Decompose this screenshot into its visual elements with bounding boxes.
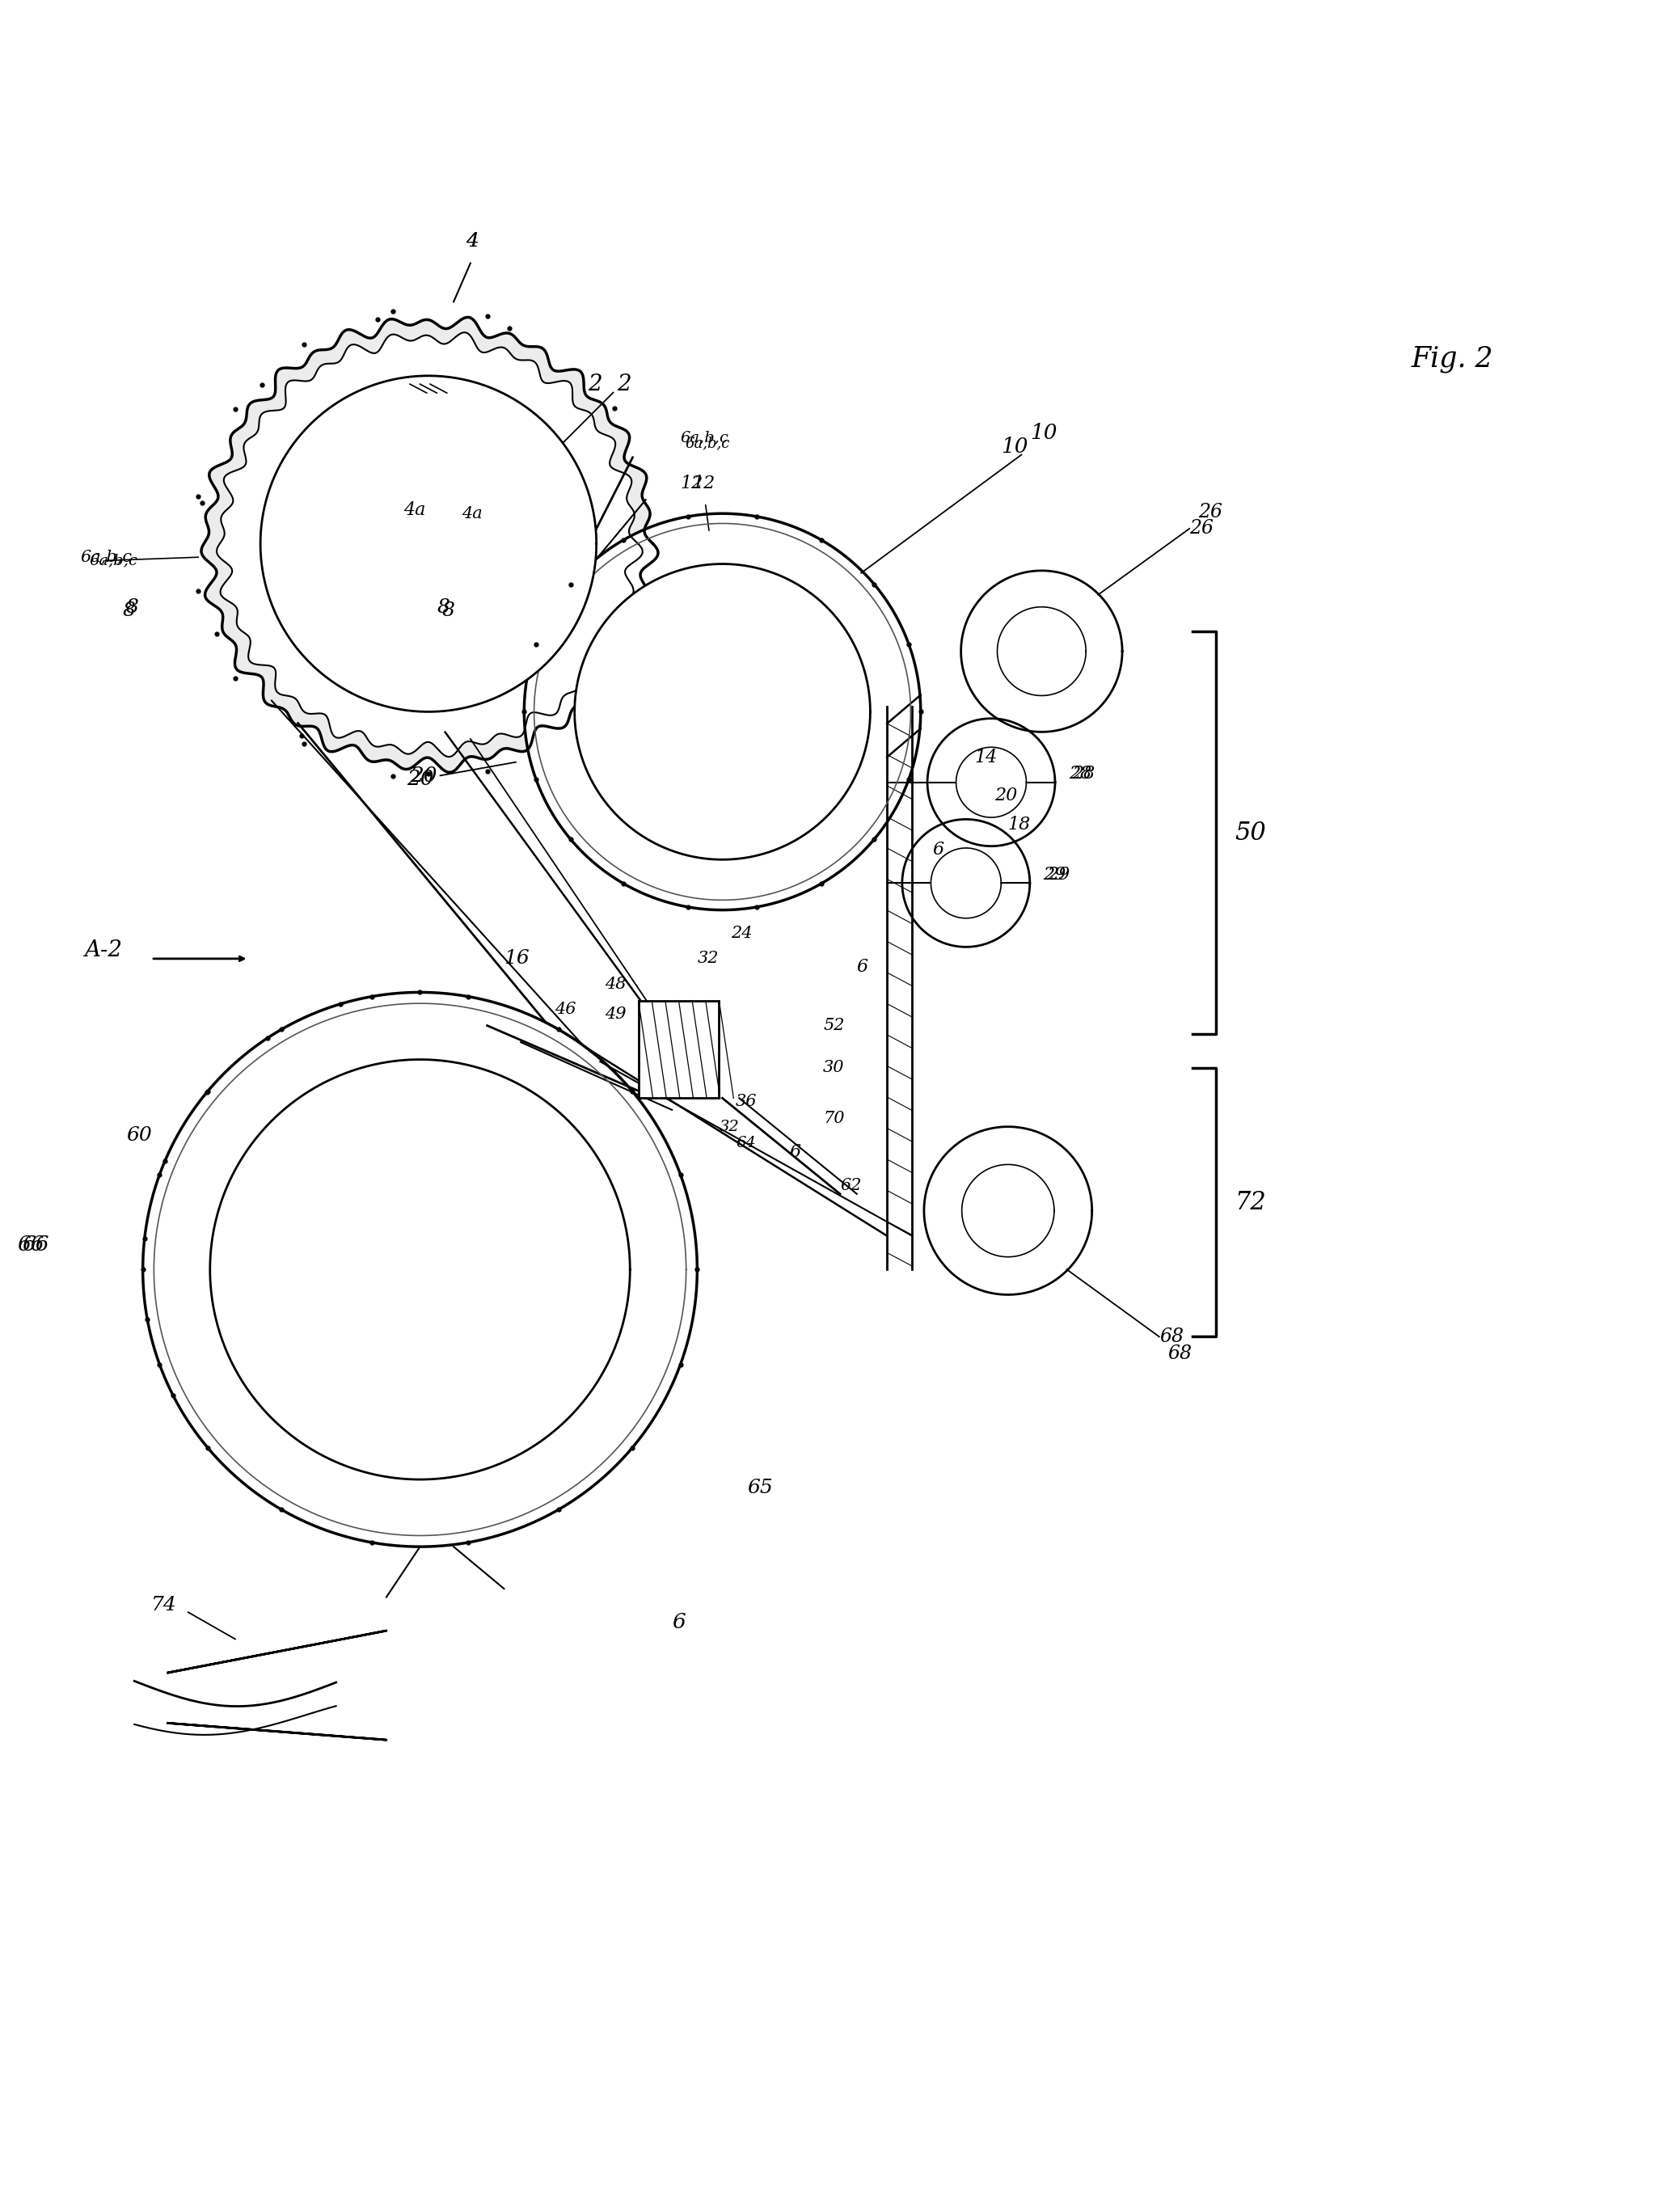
- Text: 36: 36: [736, 1095, 758, 1108]
- Text: 62: 62: [840, 1179, 862, 1194]
- Text: 4a: 4a: [403, 502, 425, 520]
- Text: 12: 12: [692, 474, 716, 491]
- Text: 28: 28: [1072, 764, 1095, 782]
- Text: 66: 66: [17, 1234, 44, 1254]
- Polygon shape: [217, 333, 642, 758]
- Text: 70: 70: [823, 1110, 845, 1126]
- Text: 65: 65: [748, 1478, 773, 1498]
- Text: 20: 20: [995, 786, 1018, 804]
- Text: 18: 18: [1008, 815, 1032, 833]
- Text: 20: 20: [410, 764, 437, 786]
- Text: 68: 68: [1168, 1344, 1191, 1364]
- Text: 24: 24: [731, 925, 753, 941]
- Text: 2: 2: [617, 372, 630, 394]
- Text: 6: 6: [672, 1613, 685, 1632]
- Text: 48: 48: [605, 976, 627, 991]
- Text: 4a: 4a: [462, 507, 482, 522]
- Text: 6: 6: [790, 1143, 801, 1161]
- Text: 14: 14: [974, 749, 998, 767]
- Text: 8: 8: [442, 601, 455, 621]
- Text: 4: 4: [465, 231, 479, 251]
- Text: 2: 2: [588, 372, 601, 394]
- Polygon shape: [924, 1126, 1092, 1295]
- Text: 32: 32: [719, 1119, 739, 1135]
- Polygon shape: [524, 513, 921, 910]
- Text: 6: 6: [932, 842, 944, 859]
- Text: 20: 20: [407, 769, 433, 789]
- Polygon shape: [927, 718, 1055, 846]
- Text: 52: 52: [823, 1018, 845, 1033]
- Polygon shape: [143, 991, 697, 1547]
- Text: 12: 12: [680, 474, 704, 491]
- Polygon shape: [963, 1165, 1055, 1258]
- Text: 68: 68: [1159, 1328, 1183, 1346]
- Text: 10: 10: [1030, 423, 1057, 443]
- Text: 30: 30: [823, 1060, 845, 1075]
- Text: A-2: A-2: [84, 938, 123, 961]
- Text: 26: 26: [1189, 520, 1213, 538]
- Polygon shape: [202, 317, 659, 773]
- Text: 29: 29: [1047, 866, 1070, 883]
- Text: 50: 50: [1235, 820, 1267, 846]
- Text: 49: 49: [605, 1007, 627, 1022]
- Polygon shape: [961, 571, 1122, 731]
- Text: 46: 46: [554, 1002, 576, 1018]
- Polygon shape: [575, 564, 870, 859]
- Text: 64: 64: [736, 1137, 756, 1150]
- Text: 8: 8: [126, 599, 139, 617]
- Text: 6a,b,c: 6a,b,c: [680, 430, 729, 445]
- Bar: [638, 1000, 719, 1097]
- Text: 60: 60: [126, 1126, 151, 1143]
- Text: 74: 74: [151, 1597, 176, 1615]
- Text: 10: 10: [1001, 436, 1028, 456]
- Text: 29: 29: [1043, 866, 1067, 883]
- Text: 4: 4: [465, 231, 479, 251]
- Polygon shape: [998, 606, 1085, 696]
- Text: 72: 72: [1235, 1190, 1267, 1214]
- Polygon shape: [534, 524, 911, 901]
- Text: 66: 66: [22, 1234, 49, 1254]
- Text: 8: 8: [437, 599, 450, 617]
- Polygon shape: [210, 1060, 630, 1480]
- Text: 32: 32: [697, 952, 719, 967]
- Text: 6a,b,c: 6a,b,c: [685, 436, 731, 449]
- Text: Fig. 2: Fig. 2: [1411, 346, 1494, 372]
- Polygon shape: [902, 820, 1030, 947]
- Polygon shape: [155, 1002, 685, 1535]
- Polygon shape: [260, 377, 596, 712]
- Text: 6a,b,c: 6a,b,c: [81, 549, 133, 564]
- Text: 16: 16: [504, 949, 529, 967]
- Text: 28: 28: [1068, 764, 1092, 782]
- Text: 6a,b,c: 6a,b,c: [89, 553, 138, 568]
- Polygon shape: [931, 848, 1001, 919]
- Polygon shape: [956, 747, 1026, 817]
- Text: 26: 26: [1198, 502, 1221, 522]
- Text: 6: 6: [857, 958, 869, 976]
- Text: 8: 8: [123, 601, 136, 621]
